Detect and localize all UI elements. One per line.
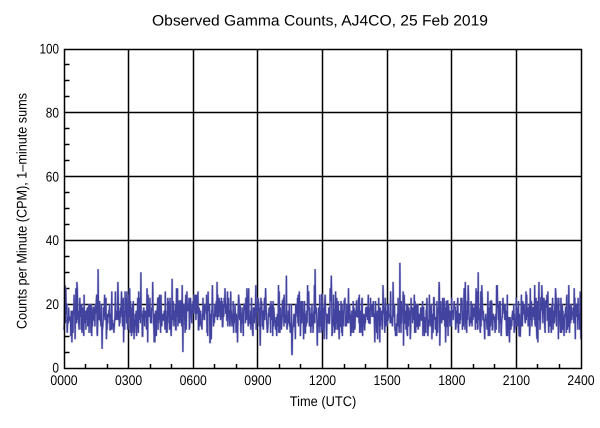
svg-text:Time (UTC): Time (UTC) [290, 393, 357, 409]
svg-text:Observed Gamma Counts, AJ4CO,: Observed Gamma Counts, AJ4CO, 25 Feb 201… [152, 13, 488, 30]
svg-text:2400: 2400 [567, 372, 594, 388]
svg-text:20: 20 [46, 296, 59, 312]
svg-text:1200: 1200 [309, 372, 336, 388]
svg-text:2100: 2100 [503, 372, 530, 388]
svg-text:80: 80 [46, 105, 59, 121]
svg-text:40: 40 [46, 232, 59, 248]
svg-text:1800: 1800 [438, 372, 465, 388]
svg-text:0600: 0600 [180, 372, 207, 388]
svg-text:0000: 0000 [50, 372, 77, 388]
svg-text:60: 60 [46, 168, 59, 184]
svg-text:0900: 0900 [244, 372, 271, 388]
svg-text:0300: 0300 [115, 372, 142, 388]
svg-text:0: 0 [52, 360, 59, 376]
svg-text:Counts per Minute (CPM), 1–min: Counts per Minute (CPM), 1–minute sums [14, 93, 30, 329]
svg-text:1500: 1500 [374, 372, 401, 388]
svg-text:100: 100 [40, 41, 60, 57]
